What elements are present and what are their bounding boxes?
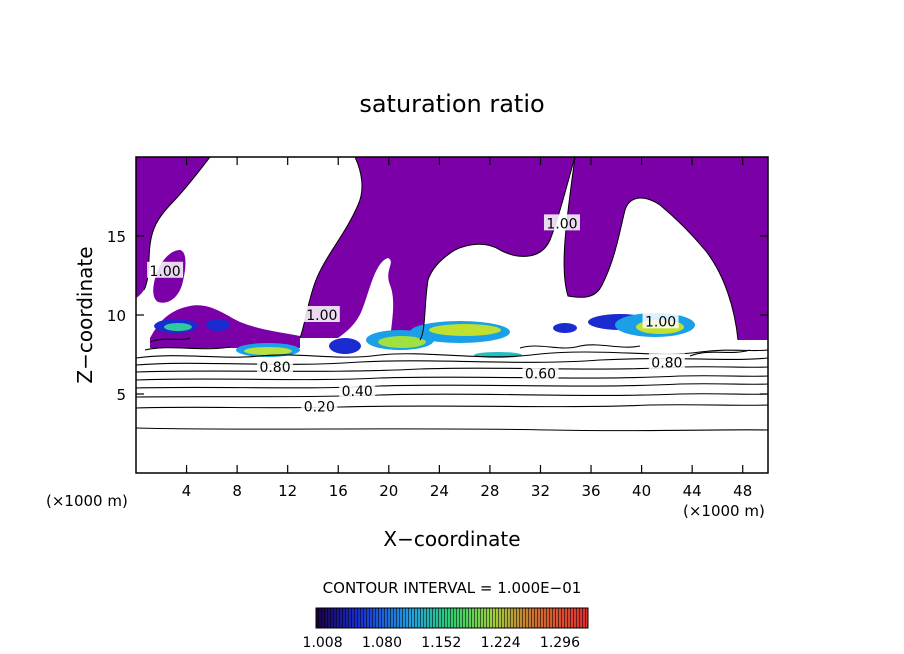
colorbar-tick-label: 1.224 <box>481 635 521 651</box>
contour-label: 0.80 <box>259 360 290 376</box>
contour-label: 0.80 <box>651 355 682 371</box>
saturated-region-main <box>300 157 575 340</box>
x-tick-label: 48 <box>733 482 752 500</box>
x-tick-label: 16 <box>329 482 348 500</box>
contour-label: 0.40 <box>342 384 373 400</box>
saturated-region-left <box>136 157 210 298</box>
contour-label-bg <box>301 397 338 414</box>
colorbar <box>315 607 589 629</box>
x-tick-label: 24 <box>430 482 449 500</box>
y-tick-label: 5 <box>116 386 126 404</box>
x-tick-label: 28 <box>480 482 499 500</box>
x-unit-label-right: (×1000 m) <box>683 502 765 520</box>
contour-labels: 0.20 0.40 0.60 0.80 0.80 1.00 1.00 1.00 1.00 <box>147 214 685 416</box>
colorbar-tick-label: 1.296 <box>540 635 580 651</box>
y-tick-label: 15 <box>107 228 126 246</box>
colorbar-ticks: 1.008 1.080 1.152 1.224 1.296 <box>303 635 581 651</box>
supersaturation-patches <box>154 313 695 358</box>
x-axis-ticks: 4 8 12 16 20 24 28 32 36 40 44 48 <box>182 157 752 500</box>
y-axis-ticks: 5 10 15 <box>107 228 768 404</box>
contour-label: 1.00 <box>546 216 577 232</box>
contour-label: 1.00 <box>306 308 337 324</box>
contour-label: 0.20 <box>304 400 335 416</box>
contour-label-bg <box>339 381 376 398</box>
x-tick-label: 8 <box>232 482 242 500</box>
contour-interval-note: CONTOUR INTERVAL = 1.000E−01 <box>323 579 582 597</box>
x-tick-label: 20 <box>379 482 398 500</box>
contour-label-bg <box>303 306 340 322</box>
contour-label-bg <box>648 353 685 370</box>
x-axis-label: X−coordinate <box>383 527 520 551</box>
chart-title: saturation ratio <box>359 90 544 118</box>
contour-label-bg <box>543 214 580 231</box>
x-tick-label: 32 <box>531 482 550 500</box>
contour-label-bg <box>257 358 294 375</box>
x-tick-label: 44 <box>683 482 702 500</box>
contour-label-bg <box>147 261 184 278</box>
colorbar-tick-label: 1.080 <box>362 635 402 651</box>
colorbar-tick-label: 1.152 <box>421 635 461 651</box>
contour-label: 0.60 <box>525 366 556 382</box>
x-tick-label: 12 <box>278 482 297 500</box>
y-tick-label: 10 <box>107 307 126 325</box>
contour-lines <box>136 337 768 432</box>
x-tick-label: 40 <box>632 482 651 500</box>
contour-label-bg <box>642 312 679 329</box>
saturated-region-right <box>564 157 768 340</box>
x-unit-label-left: (×1000 m) <box>46 492 128 510</box>
y-axis-label: Z−coordinate <box>73 246 97 383</box>
contour-label-bg <box>522 364 559 381</box>
contour-label: 1.00 <box>645 314 676 330</box>
colorbar-tick-label: 1.008 <box>303 635 343 651</box>
x-tick-label: 4 <box>182 482 192 500</box>
contour-label: 1.00 <box>149 264 180 280</box>
x-tick-label: 36 <box>581 482 600 500</box>
